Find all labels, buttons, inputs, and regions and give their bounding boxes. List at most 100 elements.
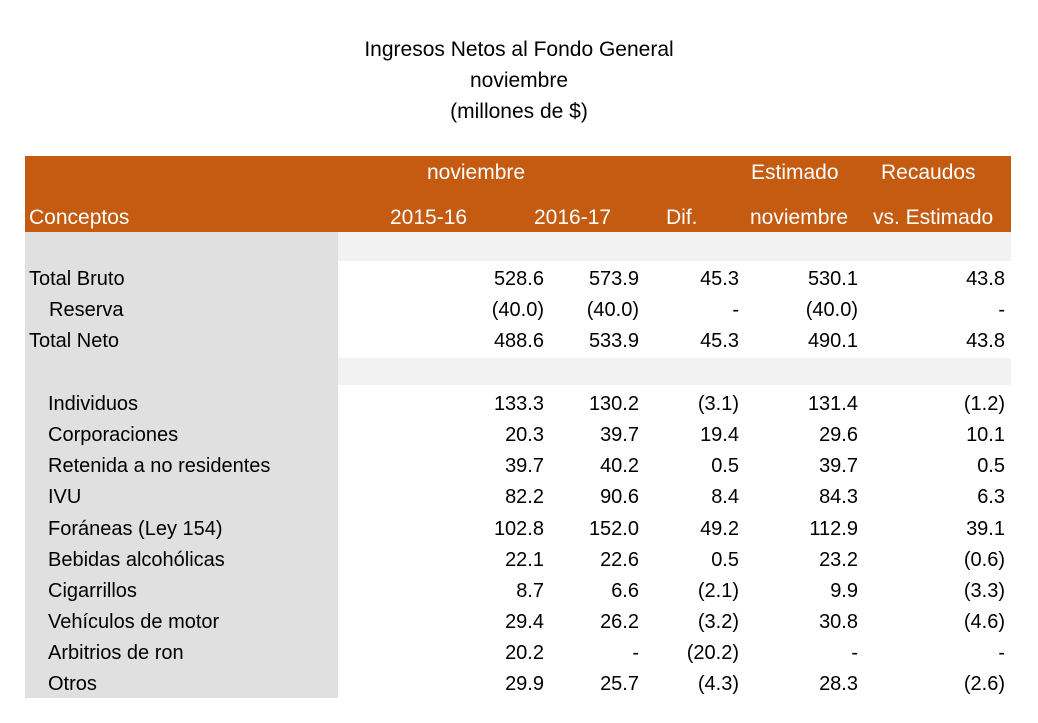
row-label: Arbitrios de ron: [48, 642, 184, 665]
title-line-1: Ingresos Netos al Fondo General: [364, 38, 674, 61]
value-dif: -: [732, 299, 739, 322]
value-estimado: 530.1: [807, 268, 858, 290]
value-2016-17: 130.2: [588, 392, 639, 415]
table-row: [25, 358, 1011, 389]
value-vs-estimado: 0.5: [977, 455, 1005, 478]
value-dif: 0.5: [711, 455, 739, 478]
value-estimado: 28.3: [819, 673, 858, 696]
header-col-2015-16: 2015-16: [390, 206, 468, 229]
value-2016-17: (40.0): [586, 299, 639, 322]
header-conceptos: Conceptos: [29, 206, 130, 229]
value-2016-17: 25.7: [600, 673, 639, 696]
value-vs-estimado: -: [998, 299, 1005, 322]
row-label: Cigarrillos: [48, 579, 137, 602]
value-2015-16: 528.6: [493, 268, 544, 290]
value-dif: (20.2): [686, 642, 739, 665]
value-2015-16: (40.0): [491, 299, 544, 322]
header-col-dif: Dif.: [666, 206, 698, 229]
value-dif: 49.2: [700, 517, 739, 540]
value-2015-16: 488.6: [493, 330, 544, 353]
table-row: Foráneas (Ley 154) 102.8 152.0 49.2 112.9 39.…: [25, 514, 1011, 545]
value-vs-estimado: (4.6): [963, 611, 1005, 634]
value-estimado: 29.6: [819, 423, 858, 446]
title-line-3: (millones de $): [450, 100, 588, 123]
value-2015-16: 8.7: [516, 579, 544, 602]
row-label: Retenida a no residentes: [48, 455, 271, 478]
table-row: Individuos 133.3 130.2 (3.1) 131.4 (1.2): [25, 389, 1011, 420]
header-month-group: noviembre: [427, 161, 526, 184]
value-vs-estimado: (3.3): [963, 579, 1005, 602]
value-vs-estimado: (2.6): [963, 673, 1005, 696]
table-row: Vehículos de motor 29.4 26.2 (3.2) 30.8 (4.6): [25, 607, 1011, 638]
row-label: Vehículos de motor: [48, 611, 220, 634]
value-2016-17: 573.9: [588, 268, 639, 290]
value-2015-16: 20.2: [505, 642, 544, 665]
value-dif: 8.4: [711, 486, 739, 509]
value-dif: 45.3: [700, 268, 739, 290]
value-vs-estimado: (1.2): [963, 392, 1005, 415]
value-2016-17: 22.6: [600, 548, 639, 571]
value-dif: 45.3: [700, 330, 739, 353]
row-label: Foráneas (Ley 154): [48, 517, 223, 540]
value-estimado: 490.1: [807, 330, 858, 353]
value-2015-16: 22.1: [505, 548, 544, 571]
value-2015-16: 39.7: [505, 455, 544, 478]
table-row: Retenida a no residentes 39.7 40.2 0.5 39.7 0…: [25, 451, 1011, 482]
value-vs-estimado: 39.1: [966, 517, 1005, 540]
value-vs-estimado: 43.8: [966, 268, 1005, 290]
value-dif: (3.2): [697, 611, 739, 634]
value-estimado: 39.7: [819, 455, 858, 478]
spacer-band-middle: [338, 358, 1011, 385]
row-label: Total Bruto: [29, 268, 125, 290]
table-row: Reserva (40.0) (40.0) - (40.0) -: [25, 295, 1011, 326]
row-label: Total Neto: [29, 330, 120, 353]
report-title: Ingresos Netos al Fondo General noviembr…: [0, 34, 1038, 127]
title-line-2: noviembre: [469, 69, 569, 92]
row-label: Otros: [48, 673, 97, 696]
value-2015-16: 82.2: [505, 486, 544, 509]
value-2016-17: 533.9: [588, 330, 639, 353]
row-label: Reserva: [49, 299, 124, 322]
value-2015-16: 133.3: [493, 392, 544, 415]
value-estimado: (40.0): [805, 299, 858, 322]
table-row: Bebidas alcohólicas 22.1 22.6 0.5 23.2 (0.6): [25, 545, 1011, 576]
value-dif: (4.3): [697, 673, 739, 696]
value-dif: (2.1): [697, 579, 739, 602]
value-2016-17: 6.6: [611, 579, 639, 602]
value-estimado: 9.9: [830, 579, 858, 602]
table-header: noviembre Estimado Recaudos Conceptos 20…: [25, 156, 1011, 232]
row-label: IVU: [48, 486, 82, 509]
spacer-band-top: [338, 232, 1011, 261]
value-vs-estimado: 10.1: [966, 423, 1005, 446]
row-label: Bebidas alcohólicas: [48, 548, 225, 571]
value-2016-17: 152.0: [588, 517, 639, 540]
table-row: Arbitrios de ron 20.2 - (20.2) - -: [25, 638, 1011, 669]
value-vs-estimado: 6.3: [977, 486, 1005, 509]
value-2016-17: 26.2: [600, 611, 639, 634]
value-2015-16: 29.9: [505, 673, 544, 696]
table-row: Total Neto 488.6 533.9 45.3 490.1 43.8: [25, 326, 1011, 357]
table-row: Total Bruto 528.6 573.9 45.3 530.1 43.8: [25, 264, 1011, 295]
value-2016-17: 90.6: [600, 486, 639, 509]
header-col-2016-17: 2016-17: [534, 206, 612, 229]
value-estimado: 23.2: [819, 548, 858, 571]
value-dif: 19.4: [700, 423, 739, 446]
table-row: Otros 29.9 25.7 (4.3) 28.3 (2.6): [25, 669, 1011, 700]
value-estimado: 112.9: [809, 517, 858, 540]
row-label: Individuos: [48, 392, 139, 415]
value-dif: 0.5: [711, 548, 739, 571]
header-col-estimado-month: noviembre: [750, 206, 849, 229]
table-body: Total Bruto 528.6 573.9 45.3 530.1 43.8 Reserv…: [25, 264, 1011, 701]
concepts-column-background: [25, 232, 338, 698]
value-2016-17: 40.2: [600, 455, 639, 478]
value-2015-16: 102.8: [493, 517, 544, 540]
value-estimado: 131.4: [807, 392, 858, 415]
header-estimado: Estimado: [751, 161, 839, 184]
table-row: Corporaciones 20.3 39.7 19.4 29.6 10.1: [25, 420, 1011, 451]
value-estimado: 84.3: [819, 486, 858, 509]
value-2015-16: 20.3: [505, 423, 544, 446]
value-estimado: 30.8: [819, 611, 858, 634]
header-recaudos: Recaudos: [881, 161, 976, 184]
value-estimado: -: [851, 642, 858, 665]
value-vs-estimado: 43.8: [966, 330, 1005, 353]
